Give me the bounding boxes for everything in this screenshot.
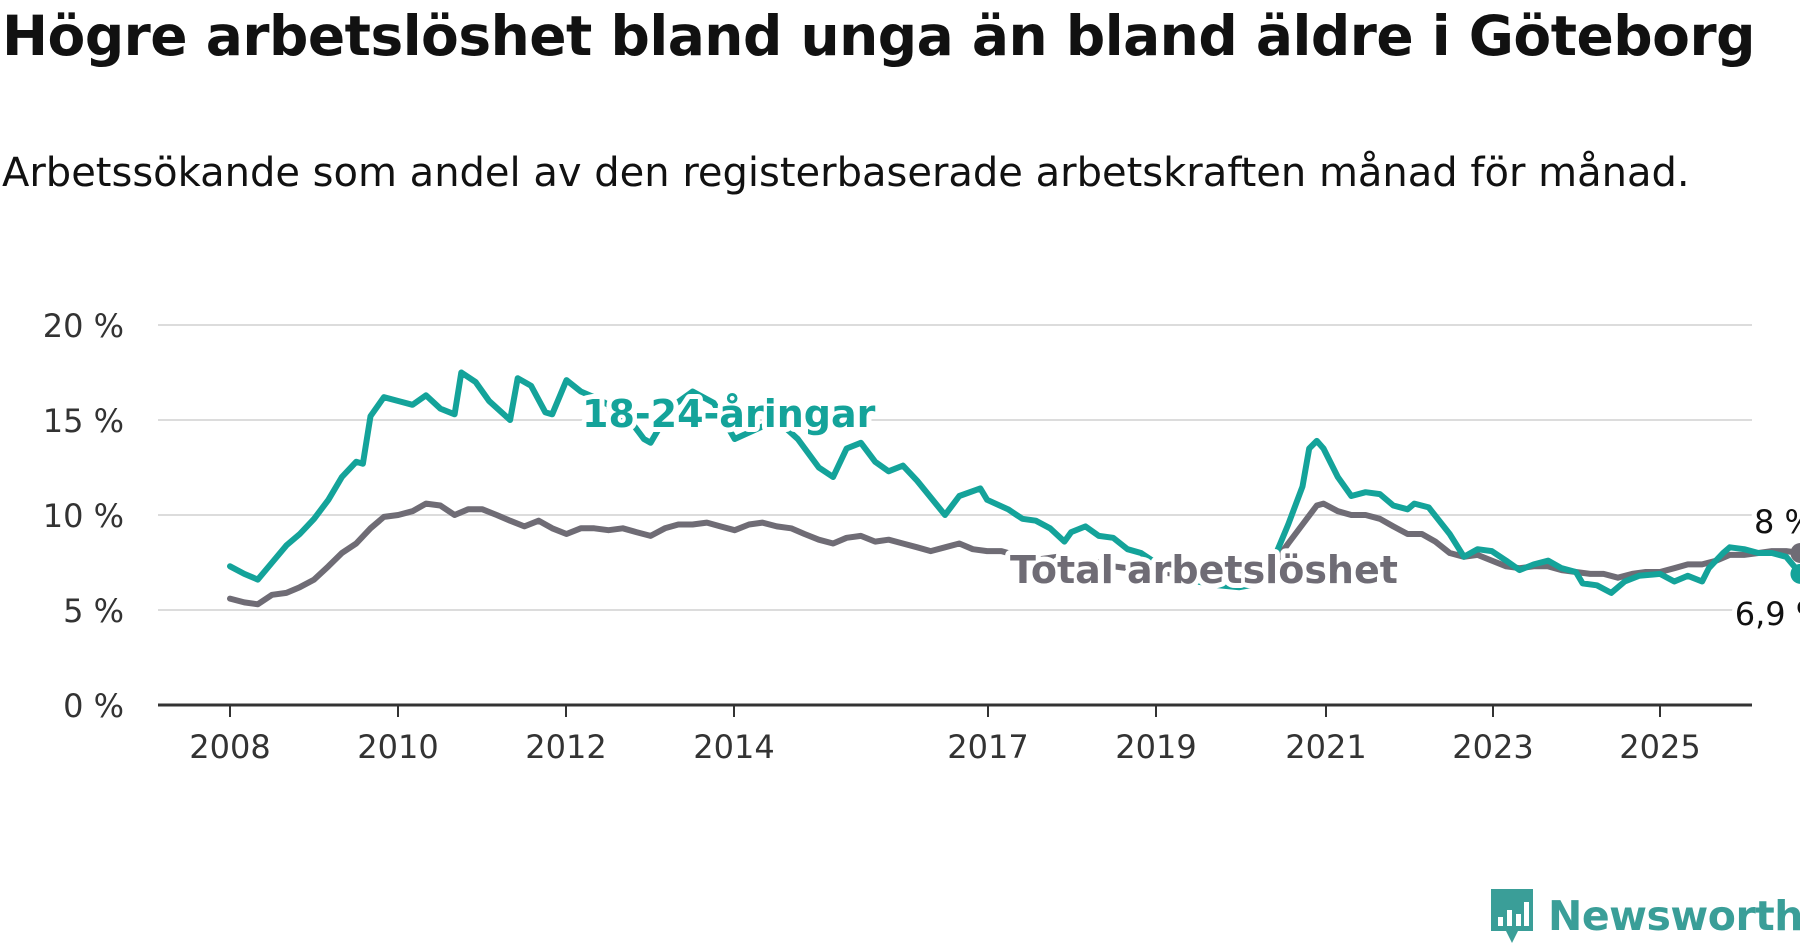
y-axis-tick-labels: 0 % 5 % 10 % 15 % 20 % [43,307,124,725]
chart-subtitle: Arbetssökande som andel av den registerb… [2,150,1690,196]
brand-logo: Newsworthy [1488,887,1800,945]
series-label-youth: 18-24-åringar [582,392,876,436]
x-tick-label: 2010 [357,728,438,766]
end-label-total-halo: 8 % [1754,503,1800,541]
x-tick-label: 2025 [1619,728,1700,766]
series-label-total: Total arbetslöshet [1010,548,1398,592]
y-tick-label: 0 % [63,687,124,725]
x-tick-label: 2019 [1115,728,1196,766]
y-tick-label: 15 % [43,402,124,440]
series-line-total [227,500,1800,608]
brand-name: Newsworthy [1548,892,1800,940]
x-tick-label: 2012 [525,728,606,766]
newsworthy-logo-icon [1491,889,1533,943]
y-tick-label: 5 % [63,592,124,630]
x-tick-label: 2021 [1285,728,1366,766]
y-tick-label: 20 % [43,307,124,345]
series-line-youth [227,369,1800,596]
x-tick-label: 2017 [947,728,1028,766]
gridlines [158,324,1752,611]
x-tick-label: 2023 [1452,728,1533,766]
end-point-marker [1790,543,1800,563]
series-label-youth-halo: 18-24-åringar [582,392,876,436]
y-tick-label: 10 % [43,497,124,535]
x-tick-label: 2014 [693,728,774,766]
end-label-youth: 6,9 % [1735,595,1800,633]
x-tick-label: 2008 [189,728,270,766]
end-label-total: 8 % [1754,503,1800,541]
end-point-marker [1790,563,1800,584]
end-label-youth-halo: 6,9 % [1735,595,1800,633]
x-axis: 2008 2010 2012 2014 2017 2019 2021 2023 2025 [158,703,1752,766]
chart-title: Högre arbetslöshet bland unga än bland ä… [2,4,1755,68]
series-lines [227,369,1800,608]
series-label-total-halo: Total arbetslöshet [1010,548,1398,592]
